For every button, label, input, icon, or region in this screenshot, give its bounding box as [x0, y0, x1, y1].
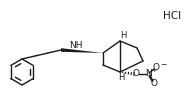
Text: O: O [132, 70, 139, 79]
Text: H: H [120, 31, 126, 40]
Polygon shape [61, 48, 103, 53]
Text: O: O [153, 63, 159, 72]
Text: O: O [150, 80, 158, 89]
Text: HCl: HCl [163, 11, 181, 21]
Text: H: H [118, 73, 124, 82]
Text: +: + [151, 68, 156, 73]
Text: NH: NH [69, 42, 82, 50]
Text: N: N [145, 70, 151, 79]
Text: −: − [160, 61, 166, 70]
